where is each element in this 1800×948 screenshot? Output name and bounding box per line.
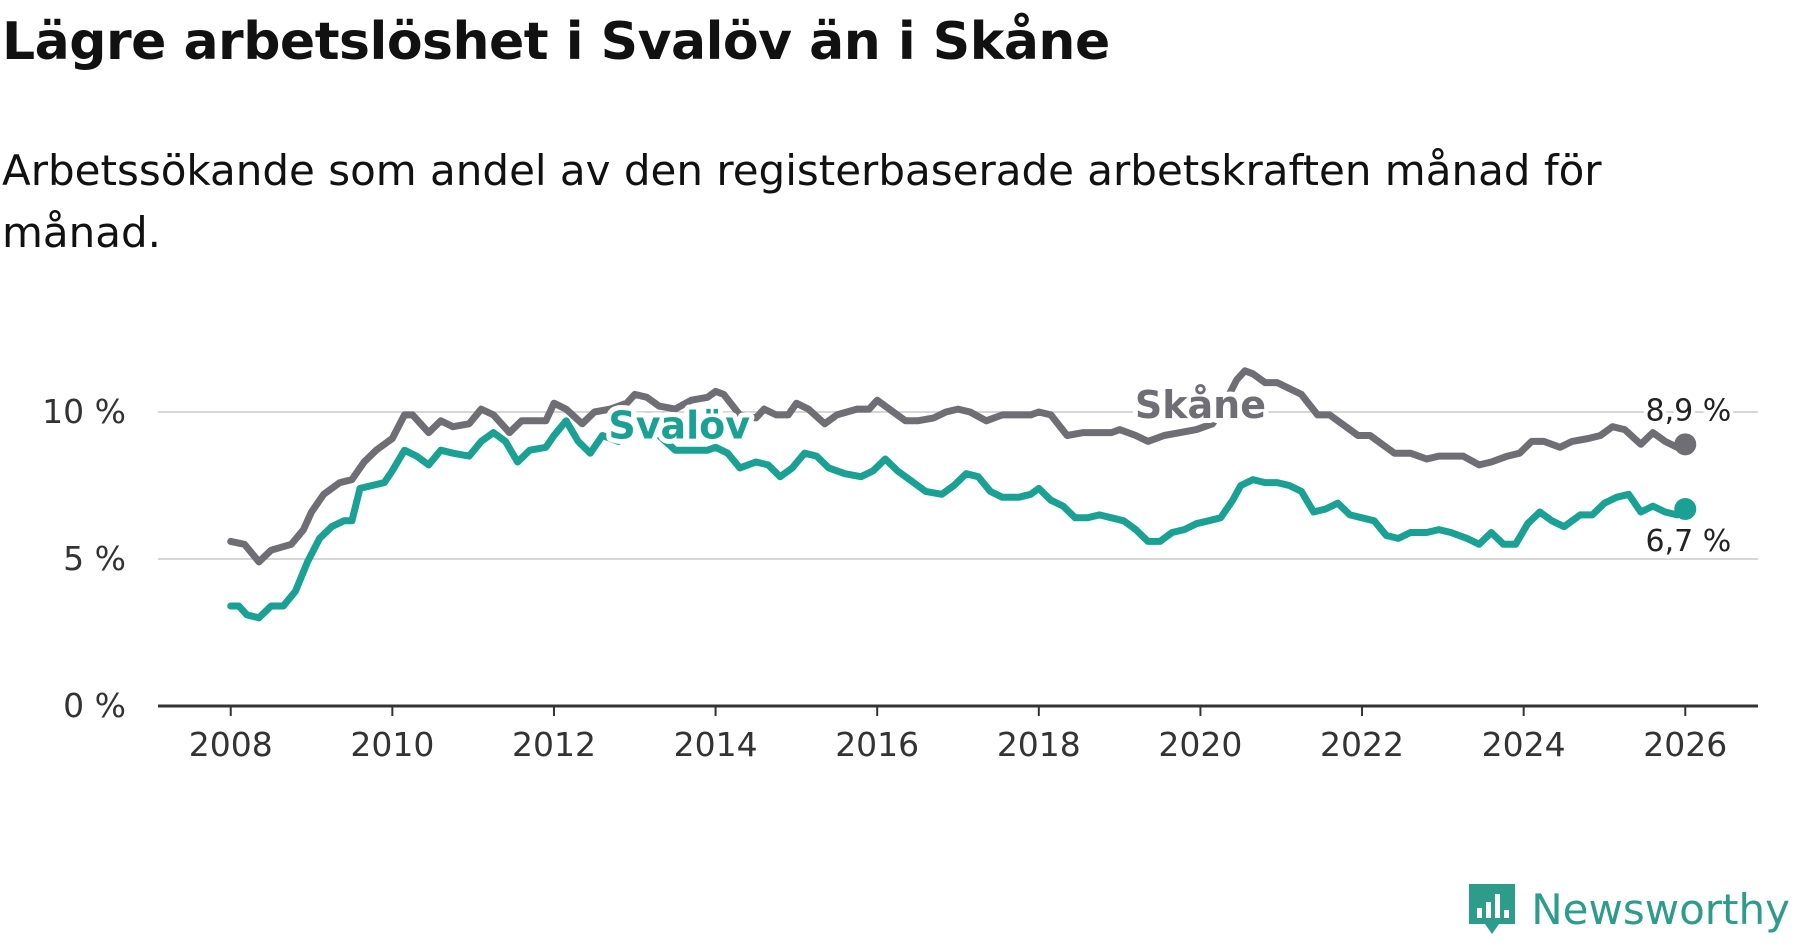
x-tick-label: 2016 [835, 725, 919, 764]
series-line-skne [227, 367, 1689, 566]
series-line-svalv [227, 417, 1689, 622]
y-tick-label: 0 % [63, 686, 126, 725]
x-tick-label: 2014 [674, 725, 758, 764]
x-tick-label: 2018 [997, 725, 1081, 764]
series-lines [227, 367, 1697, 622]
newsworthy-logo-icon [1469, 884, 1516, 934]
x-tick-label: 2008 [189, 725, 273, 764]
series-label-skne: Skåne [1135, 383, 1266, 427]
series-end-point [1674, 498, 1697, 521]
chart-title: Lägre arbetslöshet i Svalöv än i Skåne [2, 12, 1110, 72]
x-tick-label: 2026 [1643, 725, 1727, 764]
x-tick-label: 2024 [1482, 725, 1566, 764]
brand-logo: Newsworthy [1465, 880, 1790, 938]
end-value-label: 8,9 % [1646, 393, 1732, 428]
y-tick-label: 5 % [63, 539, 126, 578]
chart-subtitle: Arbetssökande som andel av den registerb… [2, 146, 1602, 257]
series-labels: Skåne Svalöv 8,9 % 6,7 % [603, 378, 1735, 563]
x-axis: 2008 2010 2012 2014 2016 2018 2020 2022 2024 2026 [158, 704, 1758, 764]
x-tick-label: 2020 [1158, 725, 1242, 764]
end-value-label: 6,7 % [1646, 524, 1732, 559]
series-label-svalv: Svalöv [608, 403, 750, 447]
brand-name: Newsworthy [1531, 884, 1790, 934]
series-end-point [1674, 433, 1697, 456]
x-tick-label: 2012 [512, 725, 596, 764]
y-tick-label: 10 % [42, 392, 126, 431]
x-tick-label: 2022 [1320, 725, 1404, 764]
y-axis-ticks: 0 % 5 % 10 % [42, 392, 126, 725]
x-tick-label: 2010 [350, 725, 434, 764]
